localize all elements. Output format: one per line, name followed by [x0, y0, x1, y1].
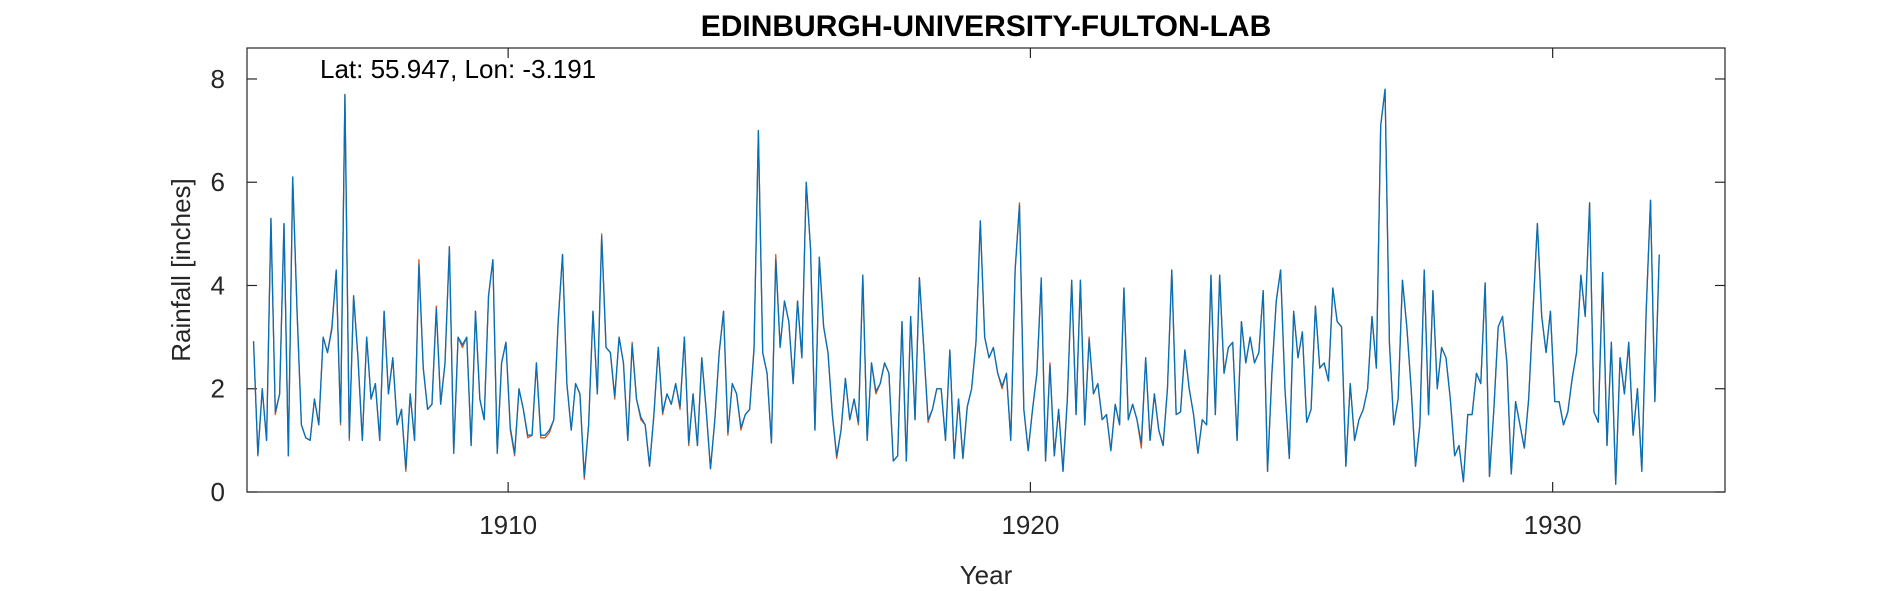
y-axis: 0 2 4 6 8: [211, 64, 1725, 507]
series-layer: [252, 88, 1660, 485]
plot-area: [246, 47, 1726, 493]
chart-title: EDINBURGH-UNIVERSITY-FULTON-LAB: [701, 10, 1272, 43]
x-axis: 1910 1920 1930: [479, 48, 1582, 540]
y-tick-label: 0: [211, 477, 225, 507]
y-tick-label: 8: [211, 64, 225, 94]
y-tick-label: 4: [211, 270, 225, 300]
x-tick-label: 1930: [1524, 510, 1582, 540]
x-tick-label: 1910: [479, 510, 537, 540]
x-axis-label: Year: [960, 560, 1013, 590]
plot-frame: [246, 47, 1726, 493]
y-tick-label: 6: [211, 167, 225, 197]
location-annotation: Lat: 55.947, Lon: -3.191: [320, 54, 596, 84]
y-tick-label: 2: [211, 374, 225, 404]
series-line-2: [252, 88, 1660, 485]
x-tick-label: 1920: [1001, 510, 1059, 540]
y-axis-label: Rainfall [inches]: [166, 178, 196, 362]
